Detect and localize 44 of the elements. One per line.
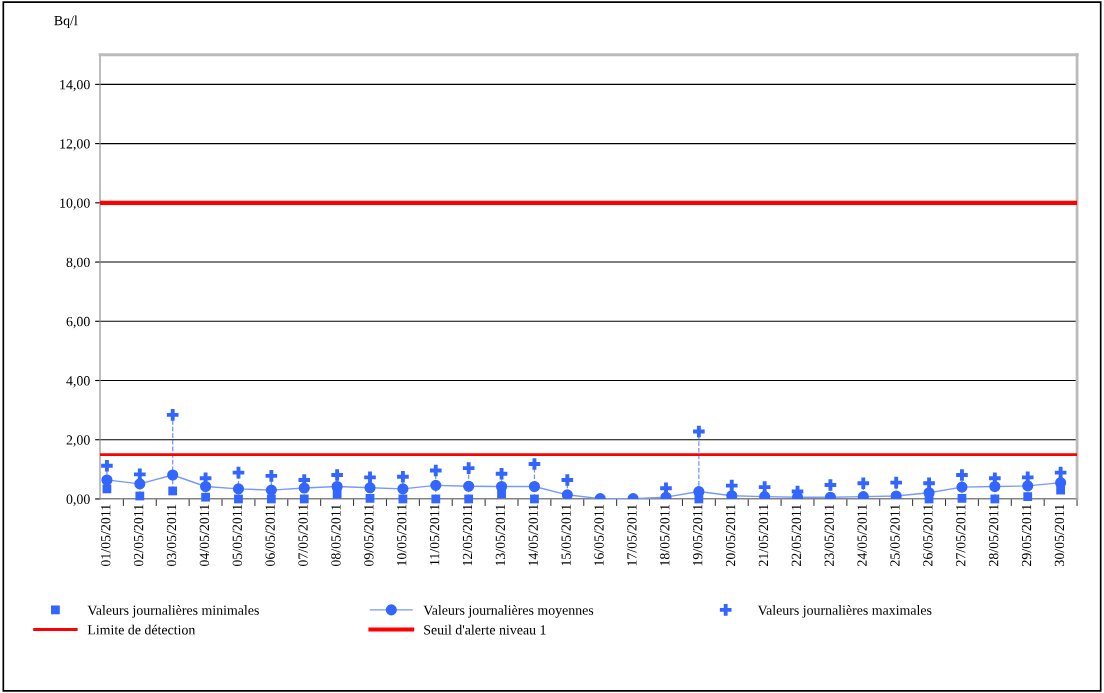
x-tick-label: 20/05/2011 xyxy=(725,504,736,566)
x-tick-label: 05/05/2011 xyxy=(232,504,242,567)
x-tick-label: 25/05/2011 xyxy=(890,504,900,566)
x-tick-label: 29/05/2011 xyxy=(1021,504,1032,566)
x-tick-label: 02/05/2011 xyxy=(133,504,144,567)
x-tick-label: 01/05/2011 xyxy=(101,504,111,567)
x-tick-label: 17/05/2011 xyxy=(627,504,637,566)
x-tick-label: 27/05/2011 xyxy=(956,504,966,566)
x-tick-label: 14/05/2011 xyxy=(528,504,538,566)
legend-label: Valeurs journalières maximales xyxy=(757,605,932,618)
x-tick-label: 22/05/2011 xyxy=(791,504,802,566)
x-tick-label: 06/05/2011 xyxy=(265,504,275,567)
legend-label: Limite de détection xyxy=(87,624,196,635)
x-tick-label: 08/05/2011 xyxy=(331,504,341,567)
x-tick-label: 30/05/2011 xyxy=(1054,504,1065,566)
y-tick-label: 0,00 xyxy=(66,494,90,506)
legend-label: Seuil d'alerte niveau 1 xyxy=(424,624,546,635)
x-tick-label: 18/05/2011 xyxy=(660,504,670,566)
legend-label: Valeurs journalières moyennes xyxy=(423,605,594,618)
x-tick-label: 04/05/2011 xyxy=(199,504,210,567)
y-tick-label: 4,00 xyxy=(66,376,90,388)
y-tick-label: 10,00 xyxy=(60,198,90,210)
x-tick-label: 03/05/2011 xyxy=(166,504,177,567)
x-tick-label: 13/05/2011 xyxy=(495,504,506,566)
y-axis-title: Bq/l xyxy=(54,15,78,29)
x-tick-label: 09/05/2011 xyxy=(364,504,374,567)
y-tick-label: 6,00 xyxy=(66,316,90,329)
y-tick-label: 12,00 xyxy=(60,139,90,151)
x-tick-label: 23/05/2011 xyxy=(824,504,834,566)
x-tick-label: 07/05/2011 xyxy=(298,504,308,567)
x-tick-label: 21/05/2011 xyxy=(758,504,769,566)
y-tick-label: 2,00 xyxy=(66,435,90,447)
x-tick-label: 16/05/2011 xyxy=(594,504,604,566)
x-tick-label: 19/05/2011 xyxy=(692,504,703,566)
x-tick-label: 28/05/2011 xyxy=(988,504,999,566)
x-tick-label: 11/05/2011 xyxy=(429,504,440,565)
x-tick-label: 10/05/2011 xyxy=(397,504,407,566)
x-tick-label: 26/05/2011 xyxy=(923,504,933,566)
x-tick-label: 15/05/2011 xyxy=(561,504,571,566)
legend-label: Valeurs journalières minimales xyxy=(87,605,259,618)
y-tick-label: 14,00 xyxy=(60,79,90,92)
x-tick-label: 24/05/2011 xyxy=(857,504,867,566)
y-tick-label: 8,00 xyxy=(66,257,90,269)
x-tick-label: 12/05/2011 xyxy=(462,504,473,566)
